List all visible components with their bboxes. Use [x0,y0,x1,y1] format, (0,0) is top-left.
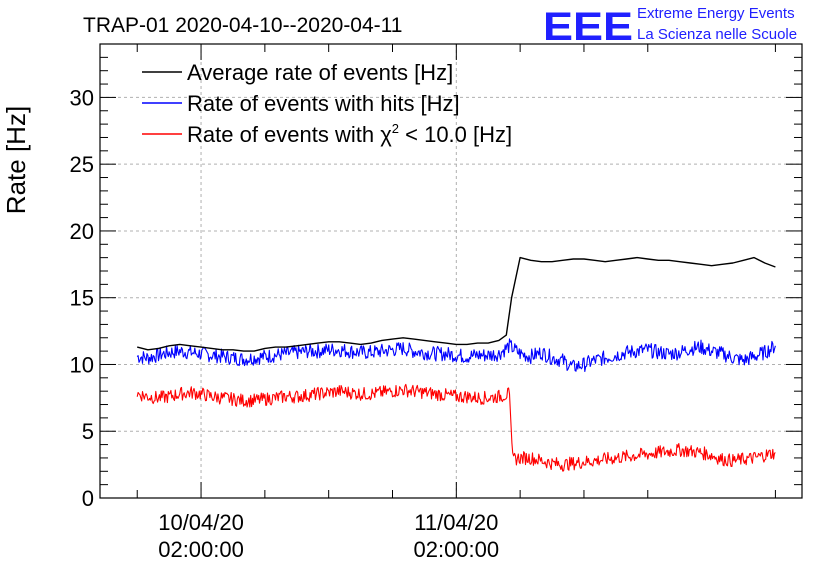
series-lines [136,256,776,472]
legend-chi2-main: Rate of events with [187,122,380,147]
y-tick-label: 0 [82,486,94,511]
logo-line-1: Extreme Energy Events [637,5,795,22]
series-line-hits-rate [136,338,776,373]
legend-chi2-tail: < 10.0 [Hz] [399,122,512,147]
y-tick-label: 5 [82,419,94,444]
legend-label-avg: Average rate of events [Hz] [187,60,453,85]
y-tick-label: 20 [70,219,94,244]
y-tick-label: 30 [70,85,94,110]
legend-label-hits: Rate of events with hits [Hz] [187,91,460,116]
legend-chi2-chi: χ [380,122,392,147]
series-line-average-rate [137,256,776,352]
axis-ticks [100,44,802,499]
y-tick-label: 15 [70,286,94,311]
legend: Average rate of events [Hz] Rate of even… [142,60,512,147]
y-axis-label: Rate [Hz] [1,106,31,214]
chart-title: TRAP-01 2020-04-10--2020-04-11 [83,14,402,37]
logo-line-2: La Scienza nelle Scuole [637,26,797,43]
legend-label-chi2: Rate of events with χ2 < 10.0 [Hz] [187,121,512,147]
y-tick-label: 25 [70,152,94,177]
grid [100,44,802,498]
legend-chi2-sup: 2 [392,121,399,136]
y-tick-labels: 0 5 10 15 20 25 30 [70,85,94,511]
x-tick-label-date: 10/04/20 [158,510,244,535]
series-line-chi2-rate [136,383,776,472]
x-tick-label-date: 11/04/20 [414,510,498,535]
eee-logo-letters: EEE [543,5,633,49]
y-tick-label: 10 [70,352,94,377]
x-tick-label-time: 02:00:00 [413,537,499,562]
x-tick-label-time: 02:00:00 [158,537,244,562]
